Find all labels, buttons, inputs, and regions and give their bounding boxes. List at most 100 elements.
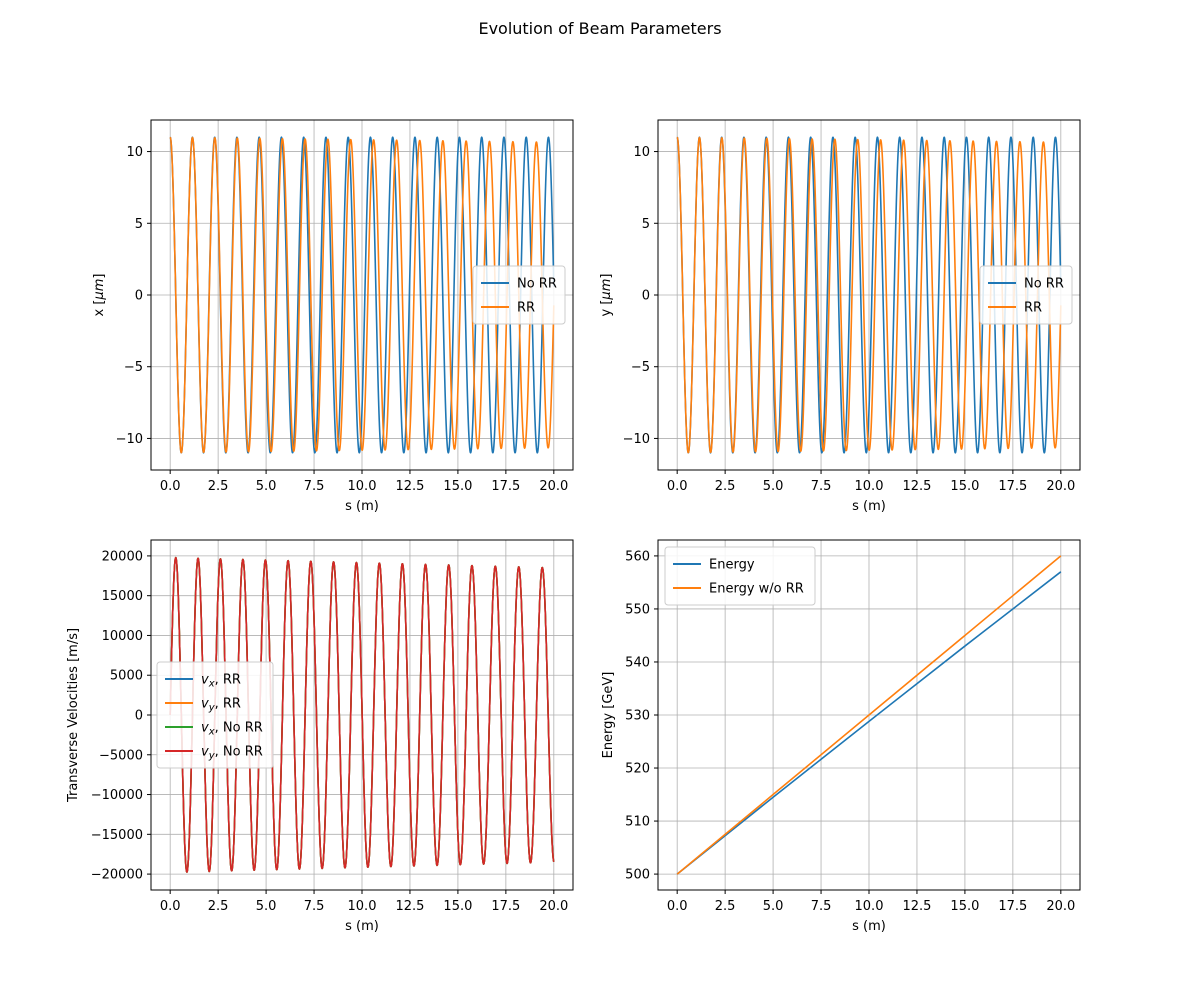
x-tick-label: 17.5 (998, 899, 1027, 914)
x-tick-label: 17.5 (491, 899, 520, 914)
x-tick-label: 15.0 (950, 899, 979, 914)
x-tick-label: 17.5 (998, 479, 1027, 494)
y-tick-label: 5 (642, 217, 650, 232)
y-tick-label: −10000 (91, 788, 143, 803)
y-axis-label: Energy [GeV] (601, 672, 616, 759)
x-tick-label: 20.0 (539, 479, 568, 494)
y-tick-label: 500 (625, 868, 650, 883)
series-line-4 (169, 556, 555, 873)
x-tick-label: 2.5 (208, 479, 229, 494)
x-tick-label: 5.0 (763, 479, 784, 494)
legend-label: No RR (1024, 277, 1064, 292)
x-tick-label: 12.5 (902, 899, 931, 914)
y-tick-label: 560 (625, 549, 650, 564)
legend-label: RR (1024, 301, 1042, 316)
legend-label: No RR (517, 277, 557, 292)
x-tick-label: 5.0 (256, 479, 277, 494)
x-tick-label: 5.0 (763, 899, 784, 914)
y-tick-label: 20000 (102, 549, 143, 564)
y-tick-label: 0 (135, 289, 143, 304)
legend: No RR RR (472, 265, 566, 325)
x-axis-label: s (m) (852, 499, 886, 514)
y-axis-label: Transverse Velocities [m/s] (66, 628, 81, 803)
y-tick-label: 520 (625, 762, 650, 777)
x-tick-label: 10.0 (348, 479, 377, 494)
x-tick-label: 5.0 (256, 899, 277, 914)
y-tick-label: −10 (116, 432, 143, 447)
x-tick-label: 20.0 (1046, 899, 1075, 914)
x-tick-label: 0.0 (667, 479, 688, 494)
y-axis-label: y [μm] (599, 274, 614, 317)
series-line-1 (676, 571, 1062, 875)
chart-panel-4: 0.0 2.5 5.0 7.5 10.0 12.5 15.0 17.5 20.0 560 550 54… (601, 539, 1081, 934)
x-tick-label: 17.5 (491, 479, 520, 494)
x-tick-label: 0.0 (667, 899, 688, 914)
chart-panel-1: 0.0 2.5 5.0 7.5 10.0 12.5 15.0 17.5 20.0 10 5 0 −5 −1… (92, 119, 574, 514)
y-tick-label: 540 (625, 655, 650, 670)
y-tick-label: 15000 (102, 589, 143, 604)
y-tick-label: −10 (623, 432, 650, 447)
x-tick-label: 2.5 (715, 479, 736, 494)
legend-label: vx, RR (201, 673, 241, 690)
y-tick-label: 10 (126, 145, 143, 160)
y-tick-label: 530 (625, 709, 650, 724)
y-tick-label: −5 (124, 360, 143, 375)
x-axis-label: s (m) (345, 499, 379, 514)
y-tick-label: 0 (135, 709, 143, 724)
y-tick-label: −5 (631, 360, 650, 375)
x-tick-label: 12.5 (395, 479, 424, 494)
legend-label: Energy w/o RR (709, 582, 804, 597)
x-tick-label: 10.0 (855, 899, 884, 914)
legend-label: RR (517, 301, 535, 316)
legend: No RR RR (979, 265, 1073, 325)
y-tick-label: 10000 (102, 629, 143, 644)
series-line-2 (169, 136, 555, 454)
x-tick-label: 12.5 (902, 479, 931, 494)
x-tick-label: 0.0 (160, 899, 181, 914)
x-tick-label: 7.5 (304, 899, 325, 914)
legend-label: vy, RR (201, 697, 241, 714)
x-tick-label: 7.5 (811, 899, 832, 914)
y-tick-label: 550 (625, 602, 650, 617)
y-tick-label: 510 (625, 815, 650, 830)
figure-title: Evolution of Beam Parameters (478, 19, 721, 38)
chart-panel-2: 0.0 2.5 5.0 7.5 10.0 12.5 15.0 17.5 20.0 10 5 0 −5 −1… (599, 119, 1081, 514)
x-tick-label: 12.5 (395, 899, 424, 914)
legend-label: vy, No RR (201, 745, 263, 762)
legend-frame (979, 265, 1073, 325)
x-axis-label: s (m) (345, 919, 379, 934)
x-tick-label: 20.0 (1046, 479, 1075, 494)
x-tick-label: 15.0 (443, 479, 472, 494)
x-tick-label: 2.5 (715, 899, 736, 914)
legend: Energy Energy w/o RR (664, 546, 816, 606)
legend-label: vx, No RR (201, 721, 263, 738)
y-tick-label: 10 (633, 145, 650, 160)
y-tick-label: −15000 (91, 828, 143, 843)
chart-panel-3: 0.0 2.5 5.0 7.5 10.0 12.5 15.0 17.5 20.0 20000 150… (66, 539, 574, 934)
x-tick-label: 15.0 (950, 479, 979, 494)
x-tick-label: 2.5 (208, 899, 229, 914)
x-tick-label: 15.0 (443, 899, 472, 914)
series-line-2 (676, 136, 1062, 454)
legend-label: Energy (709, 558, 755, 573)
x-tick-label: 7.5 (811, 479, 832, 494)
y-tick-label: −5000 (99, 748, 143, 763)
legend: vx, RR vy, RR vx, No RR vy, No RR (156, 661, 274, 769)
y-tick-label: 5000 (110, 669, 143, 684)
legend-frame (664, 546, 816, 606)
y-tick-label: 0 (642, 289, 650, 304)
legend-frame (156, 661, 274, 769)
y-axis-label: x [μm] (92, 274, 107, 317)
x-tick-label: 20.0 (539, 899, 568, 914)
x-tick-label: 0.0 (160, 479, 181, 494)
legend-frame (472, 265, 566, 325)
x-axis-label: s (m) (852, 919, 886, 934)
x-tick-label: 10.0 (855, 479, 884, 494)
x-tick-label: 10.0 (348, 899, 377, 914)
y-tick-label: −20000 (91, 868, 143, 883)
y-tick-label: 5 (135, 217, 143, 232)
x-tick-label: 7.5 (304, 479, 325, 494)
series-line-2 (676, 555, 1062, 875)
chart-panels: 0.0 2.5 5.0 7.5 10.0 12.5 15.0 17.5 20.0 10 5 0 −5 −1… (66, 119, 1081, 934)
